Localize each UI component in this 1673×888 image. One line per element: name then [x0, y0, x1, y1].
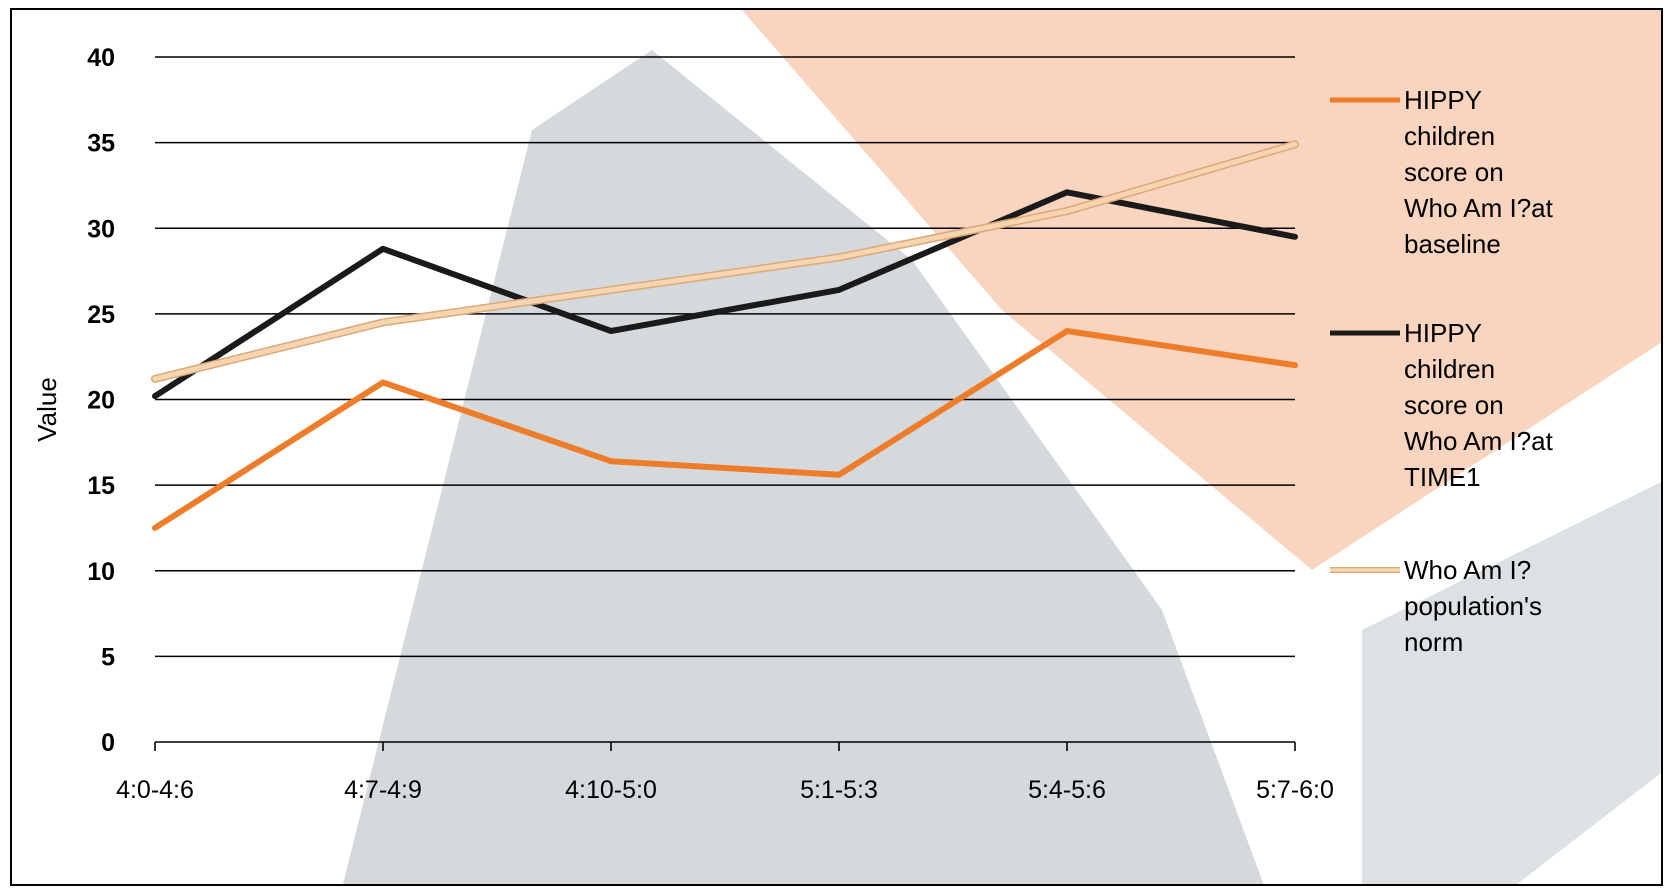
series-lines: [151, 140, 1299, 531]
y-tick-label: 0: [101, 729, 115, 757]
legend-label: norm: [1404, 627, 1463, 657]
background-grey-shape-right: [1362, 481, 1661, 884]
legend-label: Who Am I?: [1404, 555, 1531, 585]
y-tick-label: 25: [87, 301, 115, 329]
x-tick-label: 5:7-6:0: [1256, 776, 1334, 804]
x-tick-label: 4:7-4:9: [344, 776, 422, 804]
line-chart: 0 5 10 15 20 25 30 35 40 4:0-4:6 4:7-4:9 4:10-5:0 5:…: [32, 10, 1661, 884]
y-axis-title: Value: [32, 377, 62, 442]
series-line: [152, 328, 1298, 531]
legend-label: Who Am I?at: [1404, 426, 1554, 456]
x-tick-label: 4:0-4:6: [116, 776, 194, 804]
background-peach-shape: [742, 10, 1661, 570]
x-tick-label: 4:10-5:0: [565, 776, 657, 804]
legend-label: HIPPY: [1404, 318, 1482, 348]
legend-label: Who Am I?at: [1404, 193, 1554, 223]
y-tick-label: 20: [87, 387, 115, 415]
y-tick-label: 35: [87, 130, 115, 158]
legend-label: TIME1: [1404, 462, 1481, 492]
axes: 0 5 10 15 20 25 30 35 40 4:0-4:6 4:7-4:9 4:10-5:0 5:…: [32, 44, 1334, 804]
background-grey-shape: [343, 50, 1264, 884]
y-tick-label: 40: [87, 44, 115, 72]
y-tick-label: 15: [87, 472, 115, 500]
y-tick-label: 30: [87, 215, 115, 243]
legend-label: population's: [1404, 591, 1542, 621]
legend-label: children: [1404, 354, 1495, 384]
legend-label: score on: [1404, 157, 1504, 187]
legend: HIPPY children score on Who Am I?at baseline…: [1330, 85, 1554, 657]
y-tick-label: 10: [87, 558, 115, 586]
series-line: [152, 141, 1298, 382]
legend-label: baseline: [1404, 229, 1501, 259]
x-tick-label: 5:4-5:6: [1028, 776, 1106, 804]
legend-label: HIPPY: [1404, 85, 1482, 115]
y-tick-label: 5: [101, 643, 115, 671]
background-decoration: [343, 10, 1661, 884]
legend-label: children: [1404, 121, 1495, 151]
legend-label: score on: [1404, 390, 1504, 420]
x-tick-label: 5:1-5:3: [800, 776, 878, 804]
chart-frame: 0 5 10 15 20 25 30 35 40 4:0-4:6 4:7-4:9 4:10-5:0 5:…: [10, 8, 1663, 886]
gridlines: [155, 56, 1295, 658]
